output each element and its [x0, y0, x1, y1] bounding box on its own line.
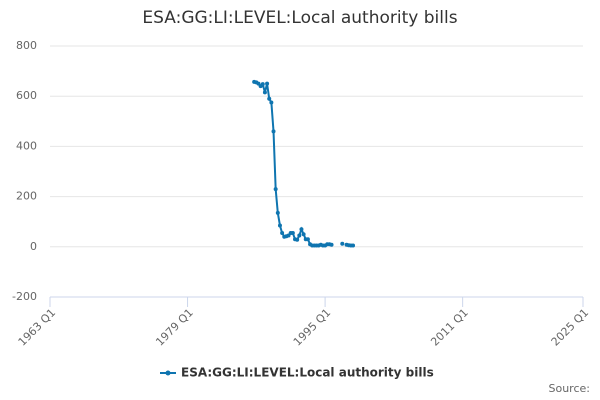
- y-tick-label: 0: [30, 240, 37, 253]
- x-tick-label: 1995 Q1: [291, 306, 334, 349]
- y-tick-label: 800: [16, 39, 37, 52]
- legend-label: ESA:GG:LI:LEVEL:Local authority bills: [181, 366, 434, 380]
- point: [277, 223, 282, 228]
- point: [301, 232, 306, 237]
- series-line: [253, 80, 354, 247]
- point: [305, 237, 310, 242]
- y-tick-label: 200: [16, 190, 37, 203]
- point: [275, 210, 280, 215]
- source: Source:: [549, 382, 591, 395]
- point: [290, 230, 295, 235]
- point: [340, 241, 345, 246]
- point: [295, 237, 300, 242]
- point: [271, 129, 276, 134]
- point: [260, 82, 265, 87]
- y-tick-label: 600: [16, 89, 37, 102]
- point: [267, 96, 272, 101]
- point: [262, 90, 267, 95]
- point: [265, 81, 270, 86]
- point: [329, 242, 334, 247]
- chart-title: ESA:GG:LI:LEVEL:Local authority bills: [142, 8, 457, 28]
- point: [280, 230, 285, 235]
- x-tick-label: 1979 Q1: [153, 306, 196, 349]
- y-tick-label: -200: [12, 290, 37, 303]
- x-tick-label: 2011 Q1: [428, 306, 471, 349]
- point: [273, 187, 278, 192]
- point: [351, 243, 356, 248]
- x-tick-label: 2025 Q1: [549, 306, 592, 349]
- point: [299, 227, 304, 232]
- legend-dot: [165, 370, 171, 376]
- point: [297, 233, 302, 238]
- x-tick-label: 1963 Q1: [16, 306, 59, 349]
- y-tick-label: 400: [16, 139, 37, 152]
- point: [269, 100, 274, 105]
